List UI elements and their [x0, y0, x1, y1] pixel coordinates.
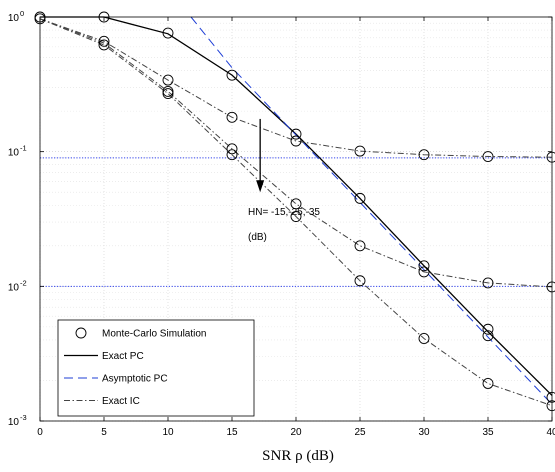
x-axis-label: SNR ρ (dB)	[262, 448, 334, 464]
x-tick-label: 10	[162, 427, 174, 438]
y-tick-exponent: -2	[20, 278, 27, 287]
data-point	[482, 323, 494, 335]
legend-label: Monte-Carlo Simulation	[102, 329, 207, 340]
y-tick-label: 10	[8, 417, 20, 428]
y-tick-exponent: -3	[20, 413, 27, 422]
data-point	[418, 266, 430, 278]
legend-label: Exact IC	[102, 396, 140, 407]
series-line	[40, 16, 553, 396]
data-point	[226, 143, 238, 155]
data-point	[226, 149, 238, 161]
x-tick-label: 20	[290, 427, 302, 438]
data-point	[162, 74, 174, 86]
x-tick-label: 35	[482, 427, 494, 438]
data-point	[162, 85, 174, 97]
data-point	[290, 198, 302, 210]
data-point	[418, 260, 430, 272]
data-point	[354, 145, 366, 157]
y-tick-label: 10	[8, 282, 20, 293]
x-tick-label: 5	[101, 427, 107, 438]
data-point	[98, 35, 110, 47]
x-tick-label: 40	[546, 427, 555, 438]
data-point	[226, 69, 238, 81]
series-line	[39, 18, 553, 407]
x-tick-label: 15	[226, 427, 238, 438]
data-point	[98, 39, 110, 51]
x-tick-label: 0	[37, 427, 43, 438]
y-tick-exponent: -1	[20, 144, 27, 153]
data-point	[290, 135, 302, 147]
series-line	[190, 16, 553, 405]
data-point	[482, 378, 494, 389]
series-line	[39, 18, 553, 158]
legend-label: Exact PC	[102, 351, 144, 362]
reference-lines	[40, 157, 552, 287]
data-point	[482, 330, 494, 342]
x-tick-label: 25	[354, 427, 366, 438]
y-tick-label: 10	[8, 148, 20, 159]
annotation-arrow-head	[256, 180, 265, 193]
data-point	[482, 151, 494, 162]
y-tick-exponent: 0	[20, 9, 24, 18]
data-point	[162, 88, 174, 100]
legend-marker	[75, 327, 87, 339]
data-point	[418, 333, 430, 344]
legend: Monte-Carlo Simulation Exact PC Asymptotic…	[57, 319, 255, 417]
x-tick-label: 30	[418, 427, 430, 438]
annotation: HN= -15,-25,-35 (dB)	[248, 118, 320, 243]
y-tick-label: 10	[8, 13, 20, 24]
data-point	[354, 275, 366, 287]
annotation-line2: (dB)	[248, 232, 267, 243]
data-point	[290, 211, 302, 222]
data-point	[226, 111, 238, 123]
data-point	[354, 240, 366, 252]
data-point	[354, 192, 366, 204]
data-point	[162, 27, 174, 39]
data-point	[418, 149, 430, 161]
series-layer	[39, 16, 553, 407]
legend-label: Asymptotic PC	[102, 374, 168, 385]
annotation-line1: HN= -15,-25,-35	[248, 207, 320, 218]
data-point	[290, 128, 302, 140]
data-point	[482, 277, 494, 289]
